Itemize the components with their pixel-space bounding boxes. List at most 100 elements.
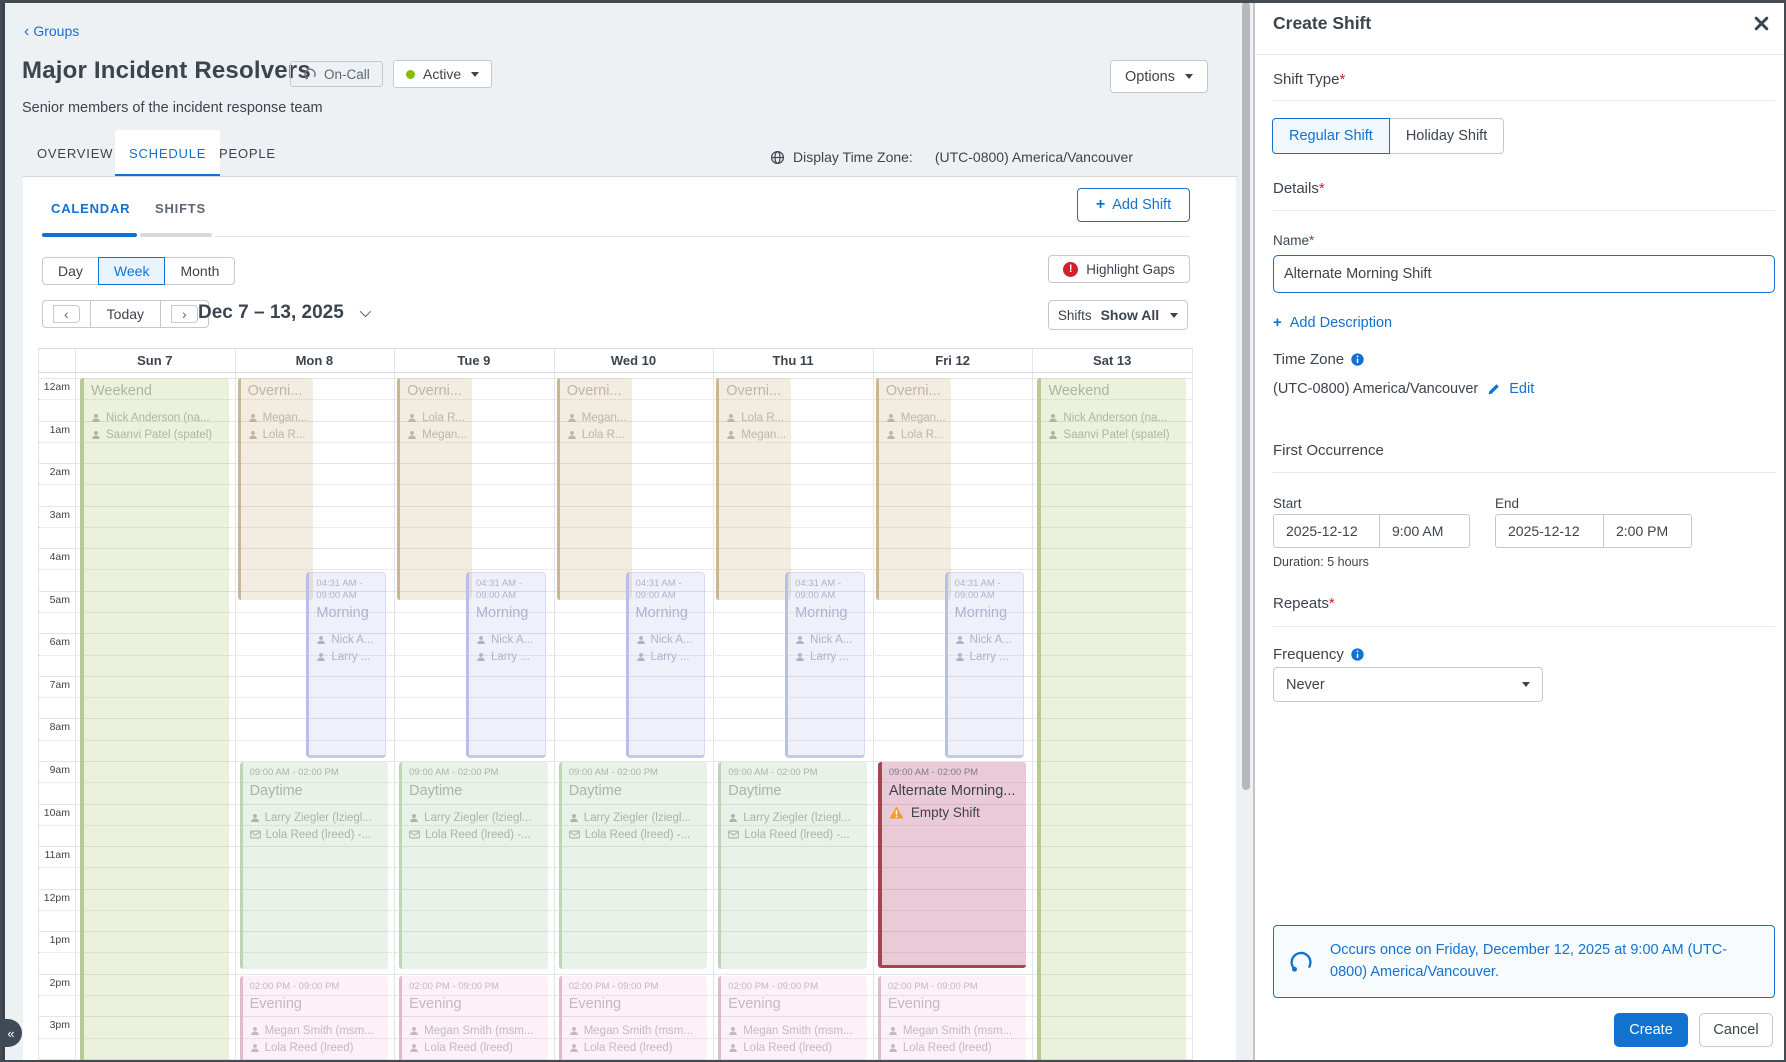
calendar-event-evening[interactable]: 02:00 PM - 09:00 PM Evening Megan Smith (m… — [399, 975, 548, 1062]
calendar-event-weekend[interactable]: Weekend Nick Anderson (na... Saanvi Patel … — [1037, 378, 1186, 1062]
calendar-day-header: Mon 8 — [295, 352, 334, 368]
event-member-text: Megan Smith (msm... — [424, 1025, 534, 1038]
scrollbar-thumb[interactable] — [1242, 2, 1250, 790]
calendar-event-daytime[interactable]: 09:00 AM - 02:00 PM Daytime Larry Ziegler … — [239, 762, 389, 970]
gap-alert-icon: ! — [1063, 261, 1079, 277]
next-week-button[interactable]: › — [160, 300, 209, 328]
chevron-down-icon — [471, 71, 480, 77]
calendar-event-overnight[interactable]: Overni... Lola R... Megan... — [397, 378, 473, 600]
calendar-event-evening[interactable]: 02:00 PM - 09:00 PM Evening Megan Smith (m… — [558, 975, 708, 1062]
calendar-column-border — [394, 348, 396, 1062]
warning-icon — [889, 806, 904, 819]
tabs-divider — [23, 176, 1238, 177]
calendar-hour-label: 2am — [49, 466, 70, 479]
date-nav: ‹ Today › — [42, 300, 209, 328]
end-time-input[interactable]: 2:00 PM — [1603, 514, 1692, 548]
calendar-halfhour-line — [38, 739, 1192, 741]
person-icon — [408, 413, 417, 422]
today-button[interactable]: Today — [89, 300, 162, 328]
status-dropdown[interactable]: Active — [393, 60, 493, 88]
calendar-event-overnight[interactable]: Overni... Megan... Lola R... — [556, 378, 632, 600]
view-toggle-month[interactable]: Month — [164, 257, 236, 285]
calendar-event-alternate[interactable]: 09:00 AM - 02:00 PM Alternate Morning... E… — [877, 762, 1027, 968]
start-date-input[interactable]: 2025-12-12 — [1273, 514, 1380, 548]
person-icon — [727, 413, 736, 422]
event-time: 02:00 PM - 09:00 PM — [249, 980, 340, 992]
breadcrumb-label: Groups — [33, 23, 80, 39]
holiday-shift-toggle[interactable]: Holiday Shift — [1388, 118, 1505, 154]
add-description-link[interactable]: + Add Description — [1273, 314, 1392, 331]
event-title: Morning — [316, 605, 369, 622]
calendar-halfhour-line — [38, 994, 1192, 996]
calendar-event-overnight[interactable]: Overni... Lola R... Megan... — [716, 378, 792, 600]
person-icon — [92, 430, 100, 439]
shift-name-input[interactable] — [1273, 255, 1775, 293]
shifts-filter-dropdown[interactable]: Shifts Show All — [1048, 300, 1188, 330]
calendar-event-evening[interactable]: 02:00 PM - 09:00 PM Evening Megan Smith (m… — [877, 975, 1027, 1062]
calendar-day-header: Thu 11 — [772, 352, 814, 368]
event-title: Morning — [475, 605, 529, 622]
event-member-text: Nick A... — [650, 634, 693, 647]
edit-timezone-link[interactable]: Edit — [1509, 381, 1535, 397]
event-member-text: Nick A... — [490, 634, 534, 647]
end-date-input[interactable]: 2025-12-12 — [1495, 514, 1604, 548]
add-shift-button[interactable]: + Add Shift — [1077, 188, 1190, 222]
add-description-label: Add Description — [1289, 314, 1393, 331]
subtab-shifts[interactable]: SHIFTS — [155, 201, 206, 216]
tab-overview[interactable]: OVERVIEW — [23, 130, 127, 177]
calendar-event-morning[interactable]: 04:31 AM - 09:00 AM Morning Nick A... Larry… — [785, 571, 865, 758]
calendar-event-morning[interactable]: 04:31 AM - 09:00 AM Morning Nick A... Larry… — [465, 571, 546, 758]
calendar-halfhour-line — [38, 782, 1192, 784]
calendar-event-overnight[interactable]: Overni... Megan... Lola R... — [237, 378, 313, 600]
options-button[interactable]: Options — [1110, 60, 1208, 93]
calendar-hour-label: 9am — [49, 763, 70, 776]
calendar-event-morning[interactable]: 04:31 AM - 09:00 AM Morning Nick A... Larry… — [306, 571, 387, 758]
calendar-event-daytime[interactable]: 09:00 AM - 02:00 PM Daytime Larry Ziegler … — [718, 762, 867, 970]
highlight-gaps-button[interactable]: ! Highlight Gaps — [1048, 255, 1190, 283]
view-toggle-week[interactable]: Week — [97, 257, 166, 285]
calendar-hour-label: 5am — [49, 593, 70, 606]
create-button[interactable]: Create — [1614, 1013, 1688, 1047]
event-member-text: Nick A... — [969, 634, 1012, 647]
calendar-hour-line — [38, 888, 1192, 890]
calendar-event-evening[interactable]: 02:00 PM - 09:00 PM Evening Megan Smith (m… — [239, 975, 389, 1062]
view-toggle-day[interactable]: Day — [42, 257, 99, 285]
calendar-event-morning[interactable]: 04:31 AM - 09:00 AM Morning Nick A... Larry… — [625, 571, 706, 758]
calendar-event-weekend[interactable]: Weekend Nick Anderson (na... Saanvi Patel … — [80, 378, 229, 1062]
tab-people-label: PEOPLE — [219, 146, 276, 161]
event-member: Megan Smith (msm... — [250, 1025, 382, 1037]
on-call-label: On-Call — [324, 66, 370, 82]
start-time-input[interactable]: 9:00 AM — [1379, 514, 1470, 548]
calendar-event-daytime[interactable]: 09:00 AM - 02:00 PM Daytime Larry Ziegler … — [399, 762, 548, 970]
calendar-event-evening[interactable]: 02:00 PM - 09:00 PM Evening Megan Smith (m… — [718, 975, 867, 1062]
shift-type-section-label: Shift Type* — [1273, 71, 1346, 88]
display-timezone-label: Display Time Zone: — [793, 149, 913, 165]
calendar-hour-line — [38, 420, 1192, 422]
breadcrumb-groups-link[interactable]: ‹ Groups — [24, 23, 79, 41]
person-icon — [248, 413, 257, 422]
occurrence-summary-text: Occurs once on Friday, December 12, 2025… — [1330, 942, 1728, 980]
event-member-text: Megan... — [262, 412, 308, 424]
date-range-dropdown[interactable]: Dec 7 – 13, 2025 — [198, 302, 371, 324]
regular-shift-toggle[interactable]: Regular Shift — [1272, 118, 1390, 154]
event-time: 09:00 AM - 02:00 PM — [888, 767, 979, 779]
info-icon[interactable] — [1351, 353, 1364, 366]
prev-week-button[interactable]: ‹ — [42, 300, 91, 328]
subtab-calendar[interactable]: CALENDAR — [51, 201, 130, 216]
calendar-event-overnight[interactable]: Overni... Megan... Lola R... — [875, 378, 951, 600]
collapse-sidebar-button[interactable]: « — [0, 1019, 22, 1047]
person-icon — [729, 1027, 738, 1036]
calendar-event-morning[interactable]: 04:31 AM - 09:00 AM Morning Nick A... Larry… — [944, 571, 1025, 758]
calendar-halfhour-line — [38, 824, 1192, 826]
close-panel-button[interactable] — [1753, 15, 1771, 33]
event-member: Larry ... — [636, 651, 698, 663]
event-member: Lola R... — [726, 412, 784, 424]
frequency-select[interactable]: Never — [1273, 667, 1543, 702]
calendar-event-daytime[interactable]: 09:00 AM - 02:00 PM Daytime Larry Ziegler … — [558, 762, 708, 970]
event-time: 09:00 AM - 02:00 PM — [568, 767, 658, 779]
tab-people[interactable]: PEOPLE — [205, 130, 290, 177]
cancel-button[interactable]: Cancel — [1699, 1013, 1773, 1047]
info-icon[interactable] — [1351, 648, 1364, 661]
page-title: Major Incident Resolvers — [22, 57, 311, 84]
tab-schedule[interactable]: SCHEDULE — [115, 130, 221, 177]
